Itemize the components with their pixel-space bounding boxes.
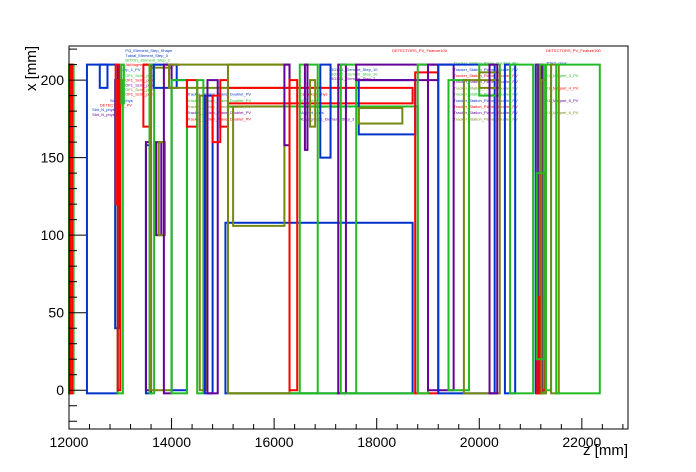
volume-outline bbox=[206, 79, 219, 395]
volume-outline bbox=[509, 63, 535, 395]
volume-outline bbox=[114, 63, 121, 206]
x-axis-title: z [mm] bbox=[583, 442, 628, 459]
x-tick-label: 12000 bbox=[50, 434, 89, 450]
geometry-label: Tracker_Station_Plane_Doublet_PV bbox=[454, 61, 518, 66]
volume-outline bbox=[462, 79, 501, 395]
y-tick-label: 50 bbox=[48, 305, 64, 321]
x-tick-label: 20000 bbox=[460, 434, 499, 450]
geometry-label: BOX01_Element_Step_2 bbox=[125, 58, 170, 63]
geometry-label: Tracker_Station_Plane_Doublet_PV bbox=[454, 73, 518, 78]
geometry-label: PQ_Element_Step_Shape bbox=[125, 48, 173, 53]
volume-outline bbox=[120, 63, 125, 105]
volume-outline bbox=[148, 63, 156, 395]
geometry-label: Tubial_Element_Step_0 bbox=[125, 53, 168, 58]
volume-outline bbox=[196, 79, 205, 395]
geometry-label: Tracker_Station_Plane_Doublet_PV bbox=[454, 98, 518, 103]
geometry-label: TOF2_phys bbox=[546, 61, 567, 66]
geometry-label: TOF1_Scint_phys bbox=[123, 87, 155, 92]
x-tick-label: 14000 bbox=[152, 434, 191, 450]
geometry-label: TOF1_Scint_phys bbox=[123, 78, 155, 83]
x-tick-label: 18000 bbox=[357, 434, 396, 450]
geometry-label: KL_Magnet_3_PV bbox=[546, 73, 579, 78]
y-tick-label: 100 bbox=[41, 227, 65, 243]
volume-outlines bbox=[68, 63, 601, 395]
geometry-label: Tracker_Station_Plane_Doublet_PV bbox=[187, 110, 251, 115]
geometry-label: Slot_N_phys bbox=[92, 107, 115, 112]
volume-outline bbox=[319, 63, 332, 159]
axes: 12000 14000 16000 18000 20000 22000 0 50 100 150 2… bbox=[41, 45, 629, 450]
geometry-label: KL_Magnet_6_PV bbox=[546, 110, 579, 115]
geometry-label: Tracker_Station_Plane_Doublet_PV bbox=[187, 104, 251, 109]
volume-outline bbox=[157, 141, 166, 237]
geometry-label: Tracker_Station_Plane_Doublet_PV bbox=[454, 104, 518, 109]
geometry-label: Tracker_Station_Plane_Doublet_PV bbox=[187, 92, 251, 97]
volume-outline bbox=[488, 63, 499, 395]
geometry-label: TOF1_Scint_phys bbox=[123, 73, 155, 78]
geometry-label: KL_Magnet_4_PV bbox=[546, 85, 579, 90]
volume-outline bbox=[357, 107, 404, 125]
y-tick-label: 200 bbox=[41, 72, 65, 88]
volume-outline bbox=[232, 105, 286, 227]
geometry-label: TOF1_Scint_phys bbox=[123, 92, 155, 97]
geometry-label: DETECTORS_PV_Feature100 bbox=[546, 48, 602, 53]
volume-outline bbox=[447, 79, 471, 392]
volume-outline bbox=[555, 63, 601, 395]
geometry-label: TOF1_Scint_phys bbox=[123, 82, 155, 87]
geometry-label: BOX01_Element_Step_10 bbox=[331, 67, 379, 72]
geometry-label: KL_Magnet_5_PV bbox=[546, 98, 579, 103]
volume-outline bbox=[98, 63, 109, 89]
y-tick-label: 150 bbox=[41, 150, 65, 166]
volume-outline bbox=[535, 172, 545, 361]
volume-outline bbox=[339, 63, 358, 395]
volume-outline bbox=[288, 79, 299, 392]
geometry-label: Tracker_Station_Plane_Doublet_PV bbox=[454, 67, 518, 72]
geometry-label: Tracker_Station_Plane_Doublet_PV bbox=[454, 116, 518, 121]
geometry-label: Magnet_phys bbox=[300, 110, 324, 115]
y-tick-label: 0 bbox=[56, 382, 64, 398]
x-tick-label: 22000 bbox=[562, 434, 601, 450]
y-axis-title: x [mm] bbox=[23, 46, 40, 91]
geometry-label: Tracker_Station_Plane_Doublet_PV bbox=[454, 92, 518, 97]
volume-outline bbox=[550, 63, 560, 395]
geometry-label: Tracker_Station_Plane_Doublet_PV bbox=[454, 110, 518, 115]
geometry-label: AbMagnet01_Element_Step_3 bbox=[300, 116, 355, 121]
geometry-label: Step_1_PV bbox=[120, 67, 141, 72]
geometry-label: Cerenkov_phys bbox=[300, 92, 328, 97]
volume-outline bbox=[309, 79, 317, 128]
x-tick-label: 16000 bbox=[255, 434, 294, 450]
geometry-label: BOX01_Element_Step_2 bbox=[331, 76, 376, 81]
volume-outline bbox=[298, 63, 319, 395]
volume-outline bbox=[198, 94, 208, 392]
geometry-label: Tracker_Station_Plane_Doublet_PV bbox=[187, 116, 251, 121]
geometry-label: BOX01_Element_Step_10 bbox=[331, 71, 379, 76]
geometry-label: Tracker_Station_Plane_Doublet_PV bbox=[187, 98, 251, 103]
geometry-label: DETECTORS_PV_Feature100 bbox=[392, 48, 448, 53]
volume-outline bbox=[170, 79, 188, 395]
geometry-label: Tracker_Station_Plane_Doublet_PV bbox=[454, 79, 518, 84]
volume-outline bbox=[303, 63, 309, 151]
plot-frame bbox=[68, 45, 629, 430]
geometry-label: Slot_N_phys bbox=[92, 112, 115, 117]
